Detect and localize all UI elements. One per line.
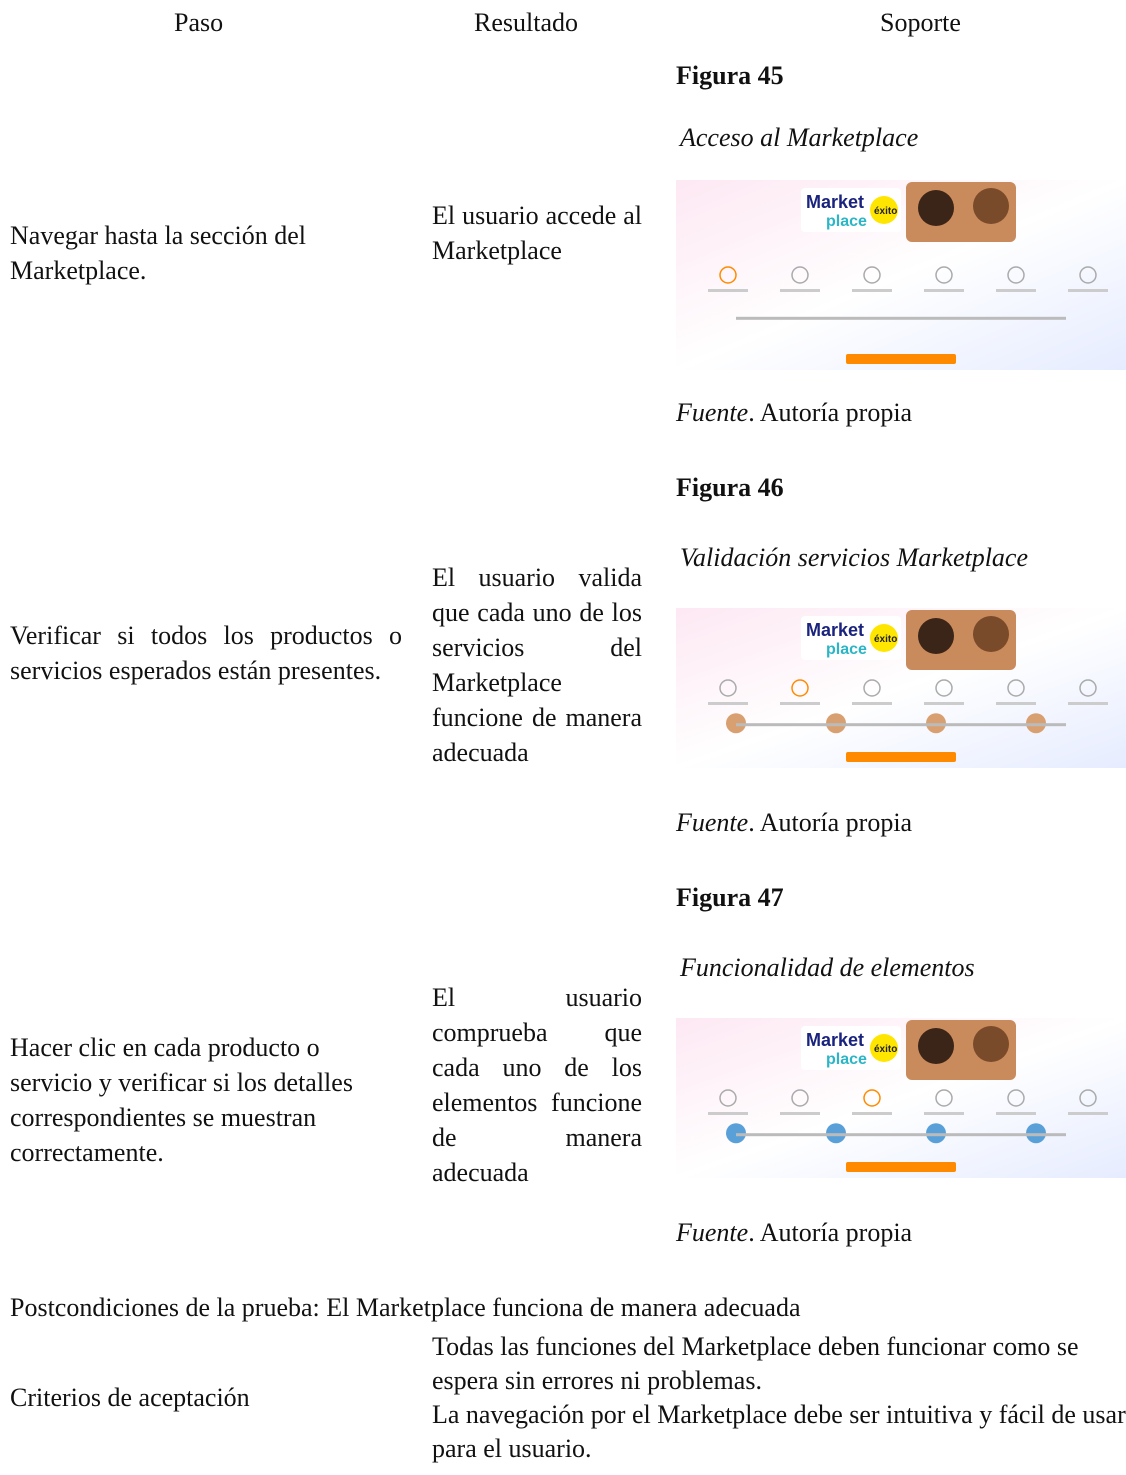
nav-label <box>996 1112 1036 1115</box>
source-label: Fuente <box>676 1218 749 1247</box>
result: El usuario accede al Marketplace <box>432 201 642 265</box>
service-icon <box>926 1123 946 1144</box>
figure-image: Marketplace éxito <box>676 608 1126 768</box>
header: Soporte <box>880 8 961 37</box>
nav-label <box>780 1112 820 1115</box>
source-text: . Autoría propia <box>748 1218 913 1247</box>
description-line <box>736 316 1066 320</box>
nav-icon <box>791 266 809 284</box>
nav-icon <box>935 679 953 697</box>
service-icon <box>1026 1123 1046 1144</box>
nav-label <box>780 289 820 292</box>
figure-caption: Acceso al Marketplace <box>680 123 919 152</box>
person <box>918 618 954 654</box>
figure-number: Figura 45 <box>676 61 784 90</box>
header: Paso <box>174 8 224 37</box>
nav-label <box>1068 1112 1108 1115</box>
figure-number: Figura 46 <box>676 473 784 502</box>
result: El usuario comprueba que cada uno de los… <box>432 983 642 1187</box>
person <box>918 1028 954 1064</box>
logo-text: place <box>826 1051 867 1068</box>
logo-text: place <box>826 213 867 230</box>
step: Hacer clic en cada producto o servicio y… <box>10 1033 353 1167</box>
figure-source: Fuente. Autoría propia <box>676 395 912 430</box>
postconditions: Postcondiciones de la prueba: El Marketp… <box>10 1293 801 1322</box>
figure-caption: Funcionalidad de elementos <box>680 953 975 982</box>
figure-image: Marketplace éxito <box>676 1018 1126 1178</box>
logo-circle <box>870 1034 898 1062</box>
logo-text: éxito <box>874 206 897 217</box>
nav-label <box>1068 702 1108 705</box>
nav-icon <box>935 266 953 284</box>
header: Resultado <box>474 8 578 37</box>
description-line <box>736 1133 1066 1137</box>
figure-number: Figura 47 <box>676 883 784 912</box>
service-icon <box>726 1123 746 1144</box>
nav-icon <box>1079 1089 1097 1107</box>
register-button <box>846 1162 956 1172</box>
service-icon <box>826 1123 846 1144</box>
nav-label <box>996 702 1036 705</box>
acceptance-text: Todas las funciones del Marketplace debe… <box>432 1330 1126 1466</box>
register-button <box>846 752 956 762</box>
nav-icon <box>1079 266 1097 284</box>
source-label: Fuente <box>676 808 749 837</box>
nav-icon <box>863 1089 881 1107</box>
person <box>973 188 1009 224</box>
figure-caption: Validación servicios Marketplace <box>680 543 1029 572</box>
register-button <box>846 354 956 364</box>
nav-icon <box>719 679 737 697</box>
nav-label <box>708 1112 748 1115</box>
nav-icon <box>1007 266 1025 284</box>
step: Verificar si todos los productos o servi… <box>10 621 402 685</box>
source-label: Fuente <box>676 398 749 427</box>
nav-icon <box>719 1089 737 1107</box>
acceptance-label: Criterios de aceptación <box>10 1383 250 1412</box>
figure-source: Fuente. Autoría propia <box>676 805 912 840</box>
nav-label <box>996 289 1036 292</box>
figure-source: Fuente. Autoría propia <box>676 1215 912 1250</box>
nav-icon <box>863 679 881 697</box>
logo-circle <box>870 624 898 652</box>
logo-text: Market <box>806 1030 864 1050</box>
nav-icon <box>1007 679 1025 697</box>
nav-icon <box>791 1089 809 1107</box>
nav-label <box>708 702 748 705</box>
logo-text: éxito <box>874 634 897 645</box>
nav-label <box>924 702 964 705</box>
nav-icon <box>935 1089 953 1107</box>
nav-label <box>1068 289 1108 292</box>
step: Navegar hasta la sección del Marketplace… <box>10 221 306 285</box>
nav-icon <box>863 266 881 284</box>
logo-text: Market <box>806 192 864 212</box>
person <box>973 616 1009 652</box>
person <box>973 1026 1009 1062</box>
nav-label <box>780 702 820 705</box>
nav-icon <box>719 266 737 284</box>
nav-label <box>708 289 748 292</box>
source-text: . Autoría propia <box>748 398 913 427</box>
logo-text: place <box>826 641 867 658</box>
logo-text: Market <box>806 620 864 640</box>
figure-image: Marketplace éxito <box>676 180 1126 370</box>
description-line <box>736 723 1066 727</box>
acceptance-line: La navegación por el Marketplace debe se… <box>432 1400 1126 1463</box>
nav-icon <box>791 679 809 697</box>
nav-label <box>852 289 892 292</box>
source-text: . Autoría propia <box>748 808 913 837</box>
acceptance-line: Todas las funciones del Marketplace debe… <box>432 1332 1079 1395</box>
nav-label <box>852 1112 892 1115</box>
nav-icon <box>1007 1089 1025 1107</box>
nav-label <box>924 1112 964 1115</box>
logo-text: éxito <box>874 1044 897 1055</box>
result: El usuario valida que cada uno de los se… <box>432 563 642 767</box>
person <box>918 190 954 226</box>
nav-label <box>924 289 964 292</box>
nav-label <box>852 702 892 705</box>
logo-circle <box>870 196 898 224</box>
nav-icon <box>1079 679 1097 697</box>
